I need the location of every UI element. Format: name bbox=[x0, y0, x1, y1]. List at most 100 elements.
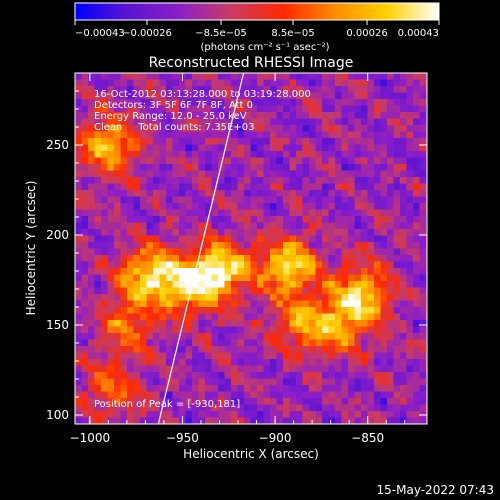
heatmap-cell bbox=[218, 151, 225, 158]
heatmap-cell bbox=[140, 144, 147, 152]
heatmap-cell bbox=[224, 313, 232, 321]
heatmap-cell bbox=[192, 385, 199, 392]
heatmap-cell bbox=[94, 92, 102, 100]
heatmap-cell bbox=[172, 307, 180, 314]
heatmap-cell bbox=[250, 131, 258, 139]
heatmap-cell bbox=[231, 352, 238, 360]
heatmap-cell bbox=[289, 235, 297, 243]
heatmap-cell bbox=[335, 307, 342, 314]
heatmap-cell bbox=[88, 365, 95, 373]
heatmap-cell bbox=[107, 333, 115, 340]
heatmap-cell bbox=[140, 378, 147, 386]
heatmap-cell bbox=[302, 346, 310, 353]
heatmap-cell bbox=[224, 190, 232, 197]
heatmap-cell bbox=[361, 203, 368, 210]
heatmap-cell bbox=[120, 398, 128, 405]
heatmap-cell bbox=[328, 144, 336, 152]
heatmap-cell bbox=[289, 333, 297, 340]
heatmap-cell bbox=[140, 287, 147, 295]
heatmap-cell bbox=[192, 125, 199, 132]
heatmap-cell bbox=[185, 346, 193, 353]
heatmap-cell bbox=[276, 339, 284, 347]
heatmap-cell bbox=[250, 99, 258, 106]
heatmap-cell bbox=[146, 209, 154, 217]
heatmap-cell bbox=[354, 118, 362, 126]
heatmap-cell bbox=[354, 183, 362, 191]
heatmap-cell bbox=[374, 352, 381, 360]
heatmap-cell bbox=[270, 261, 277, 269]
heatmap-cell bbox=[413, 183, 420, 191]
heatmap-cell bbox=[127, 118, 134, 126]
heatmap-cell bbox=[120, 170, 128, 178]
heatmap-cell bbox=[114, 333, 121, 340]
heatmap-cell bbox=[393, 404, 401, 412]
heatmap-cell bbox=[322, 391, 329, 399]
heatmap-cell bbox=[179, 125, 186, 132]
heatmap-cell bbox=[367, 417, 375, 424]
heatmap-cell bbox=[88, 177, 95, 184]
heatmap-cell bbox=[179, 326, 186, 334]
heatmap-cell bbox=[94, 190, 102, 197]
heatmap-cell bbox=[146, 391, 154, 399]
heatmap-cell bbox=[328, 164, 336, 171]
heatmap-cell bbox=[296, 183, 303, 191]
heatmap-cell bbox=[270, 144, 277, 152]
heatmap-cell bbox=[185, 99, 193, 106]
heatmap-cell bbox=[224, 151, 232, 158]
heatmap-cell bbox=[114, 359, 121, 366]
heatmap-cell bbox=[400, 177, 407, 184]
heatmap-cell bbox=[387, 255, 394, 262]
heatmap-cell bbox=[133, 222, 141, 230]
heatmap-cell bbox=[419, 157, 427, 165]
heatmap-cell bbox=[75, 352, 82, 360]
heatmap-cell bbox=[302, 255, 310, 262]
heatmap-cell bbox=[224, 125, 232, 132]
heatmap-cell bbox=[114, 307, 121, 314]
heatmap-cell bbox=[153, 339, 160, 347]
heatmap-cell bbox=[159, 339, 167, 347]
heatmap-cell bbox=[257, 261, 264, 269]
heatmap-cell bbox=[341, 177, 349, 184]
heatmap-cell bbox=[322, 86, 329, 93]
heatmap-cell bbox=[309, 209, 316, 217]
heatmap-cell bbox=[198, 281, 206, 288]
heatmap-cell bbox=[374, 274, 381, 282]
heatmap-cell bbox=[296, 274, 303, 282]
heatmap-cell bbox=[205, 417, 212, 424]
heatmap-cell bbox=[419, 385, 427, 392]
heatmap-cell bbox=[94, 352, 102, 360]
heatmap-cell bbox=[75, 86, 82, 93]
heatmap-cell bbox=[302, 417, 310, 424]
heatmap-cell bbox=[419, 339, 427, 347]
heatmap-cell bbox=[341, 313, 349, 321]
heatmap-cell bbox=[153, 242, 160, 249]
heatmap-cell bbox=[419, 209, 427, 217]
heatmap-cell bbox=[231, 73, 238, 80]
heatmap-cell bbox=[367, 118, 375, 126]
heatmap-cell bbox=[166, 99, 173, 106]
colorbar-tick-label: −0.00043 bbox=[75, 28, 125, 39]
heatmap-cell bbox=[81, 287, 89, 295]
heatmap-cell bbox=[302, 404, 310, 412]
heatmap-cell bbox=[114, 339, 121, 347]
heatmap-cell bbox=[114, 118, 121, 126]
heatmap-cell bbox=[380, 274, 388, 282]
heatmap-cell bbox=[192, 190, 199, 197]
heatmap-cell bbox=[146, 326, 154, 334]
heatmap-cell bbox=[172, 177, 180, 184]
heatmap-cell bbox=[322, 151, 329, 158]
heatmap-cell bbox=[107, 235, 115, 243]
heatmap-cell bbox=[211, 131, 219, 139]
heatmap-cell bbox=[302, 118, 310, 126]
heatmap-cell bbox=[244, 404, 251, 412]
heatmap-cell bbox=[107, 216, 115, 223]
heatmap-cell bbox=[205, 209, 212, 217]
heatmap-cell bbox=[276, 222, 284, 230]
heatmap-cell bbox=[237, 73, 245, 80]
heatmap-cell bbox=[127, 417, 134, 424]
heatmap-cell bbox=[166, 287, 173, 295]
heatmap-cell bbox=[114, 203, 121, 210]
heatmap-cell bbox=[231, 385, 238, 392]
heatmap-cell bbox=[218, 294, 225, 301]
heatmap-cell bbox=[283, 404, 290, 412]
